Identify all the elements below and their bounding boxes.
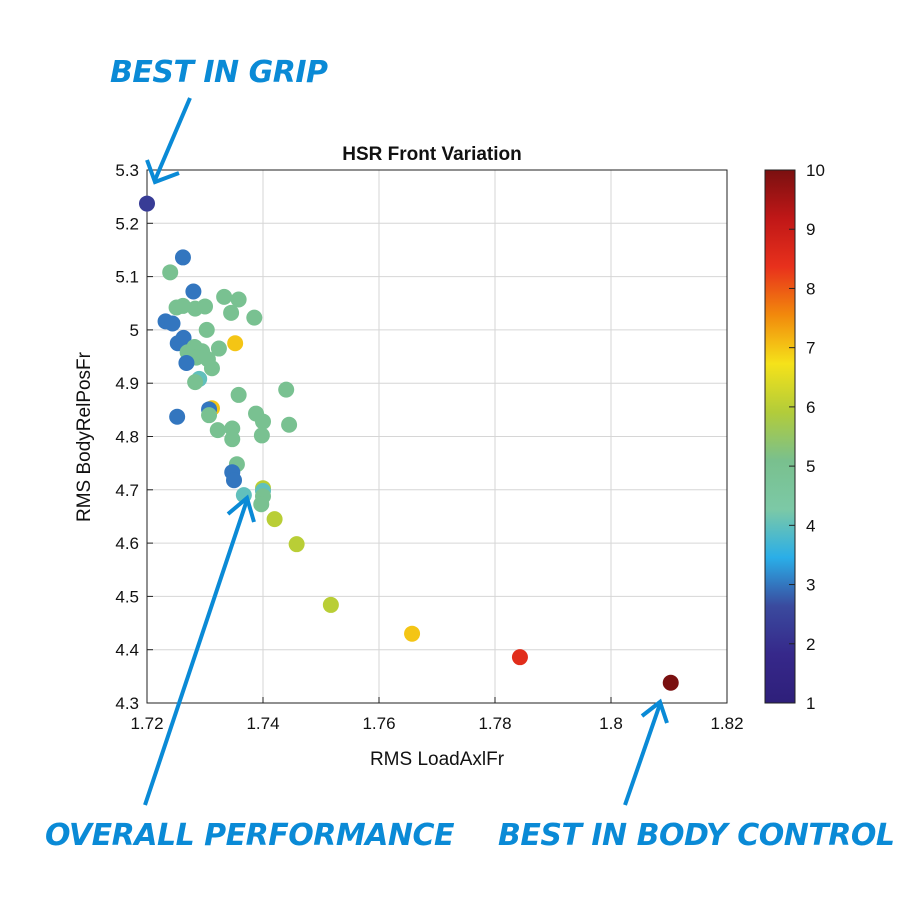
y-tick-label: 4.4 <box>115 641 139 660</box>
data-point <box>253 427 270 444</box>
colorbar-tick-label: 4 <box>806 516 815 535</box>
data-point <box>210 340 227 357</box>
data-point <box>198 321 215 338</box>
y-axis: 4.3 4.4 4.5 4.6 4.7 4.8 4.9 5 5.1 5.2 5.3 <box>115 161 153 713</box>
data-point <box>322 596 339 613</box>
data-point <box>162 264 179 281</box>
x-tick-label: 1.82 <box>710 714 743 733</box>
data-point <box>278 381 295 398</box>
y-tick-label: 4.5 <box>115 587 139 606</box>
data-point <box>185 283 202 300</box>
colorbar-tick-label: 9 <box>806 220 815 239</box>
data-point <box>227 335 244 352</box>
y-tick-label: 5.2 <box>115 214 139 233</box>
data-point <box>216 288 233 305</box>
annotation-best-body-control: BEST IN BODY CONTROL <box>498 818 895 853</box>
data-point <box>174 249 191 266</box>
data-point <box>139 195 155 212</box>
annotation-overall-performance: OVERALL PERFORMANCE <box>45 818 455 853</box>
colorbar-tick-label: 3 <box>806 576 815 595</box>
x-tick-label: 1.72 <box>130 714 163 733</box>
grid <box>146 169 728 704</box>
data-point <box>226 472 242 489</box>
x-axis-label: RMS LoadAxlFr <box>370 749 505 770</box>
x-tick-label: 1.76 <box>362 714 395 733</box>
data-point <box>288 536 305 553</box>
data-point <box>255 413 271 430</box>
points-layer <box>139 195 679 691</box>
colorbar-tick-label: 6 <box>806 398 815 417</box>
data-point <box>203 360 220 377</box>
colorbar-tick-label: 8 <box>806 279 815 298</box>
arrow-best-grip-icon <box>145 97 192 185</box>
data-point <box>662 674 679 691</box>
annotation-best-in-grip: BEST IN GRIP <box>110 55 328 90</box>
data-point <box>178 354 195 371</box>
colorbar-tick-label: 7 <box>806 339 815 358</box>
data-point <box>201 407 218 424</box>
data-point <box>209 422 226 439</box>
arrow-body-control-icon <box>623 698 669 806</box>
data-point <box>266 511 283 528</box>
y-tick-label: 4.7 <box>115 481 139 500</box>
data-point <box>230 386 247 403</box>
colorbar-ticks: 1 2 3 4 5 6 7 8 9 10 <box>789 161 825 713</box>
y-tick-label: 4.6 <box>115 534 139 553</box>
chart-title: HSR Front Variation <box>342 144 521 165</box>
y-tick-label: 5.1 <box>115 268 139 287</box>
x-axis: 1.72 1.74 1.76 1.78 1.8 1.82 <box>130 697 744 733</box>
data-point <box>230 291 247 308</box>
arrow-overall-icon <box>143 494 256 806</box>
data-point <box>511 649 528 666</box>
colorbar-tick-label: 10 <box>806 161 825 180</box>
x-tick-label: 1.8 <box>599 714 623 733</box>
y-tick-label: 5 <box>130 321 139 340</box>
y-tick-label: 4.3 <box>115 694 139 713</box>
data-point <box>404 625 421 642</box>
y-tick-label: 4.9 <box>115 374 139 393</box>
colorbar <box>764 169 796 704</box>
data-point <box>197 298 213 315</box>
data-point <box>174 297 191 314</box>
data-point <box>281 416 298 433</box>
colorbar-tick-label: 5 <box>806 457 815 476</box>
data-point <box>246 309 263 326</box>
data-point <box>169 408 186 425</box>
x-tick-label: 1.78 <box>478 714 511 733</box>
data-point <box>223 304 240 321</box>
data-point <box>253 496 270 513</box>
x-tick-label: 1.74 <box>246 714 279 733</box>
y-axis-label: RMS BodyRelPosFr <box>74 351 95 522</box>
colorbar-tick-label: 1 <box>806 694 815 713</box>
colorbar-tick-label: 2 <box>806 635 815 654</box>
data-point <box>224 431 241 448</box>
y-tick-label: 5.3 <box>115 161 139 180</box>
data-point <box>187 374 204 391</box>
data-point <box>164 315 181 332</box>
y-tick-label: 4.8 <box>115 428 139 447</box>
